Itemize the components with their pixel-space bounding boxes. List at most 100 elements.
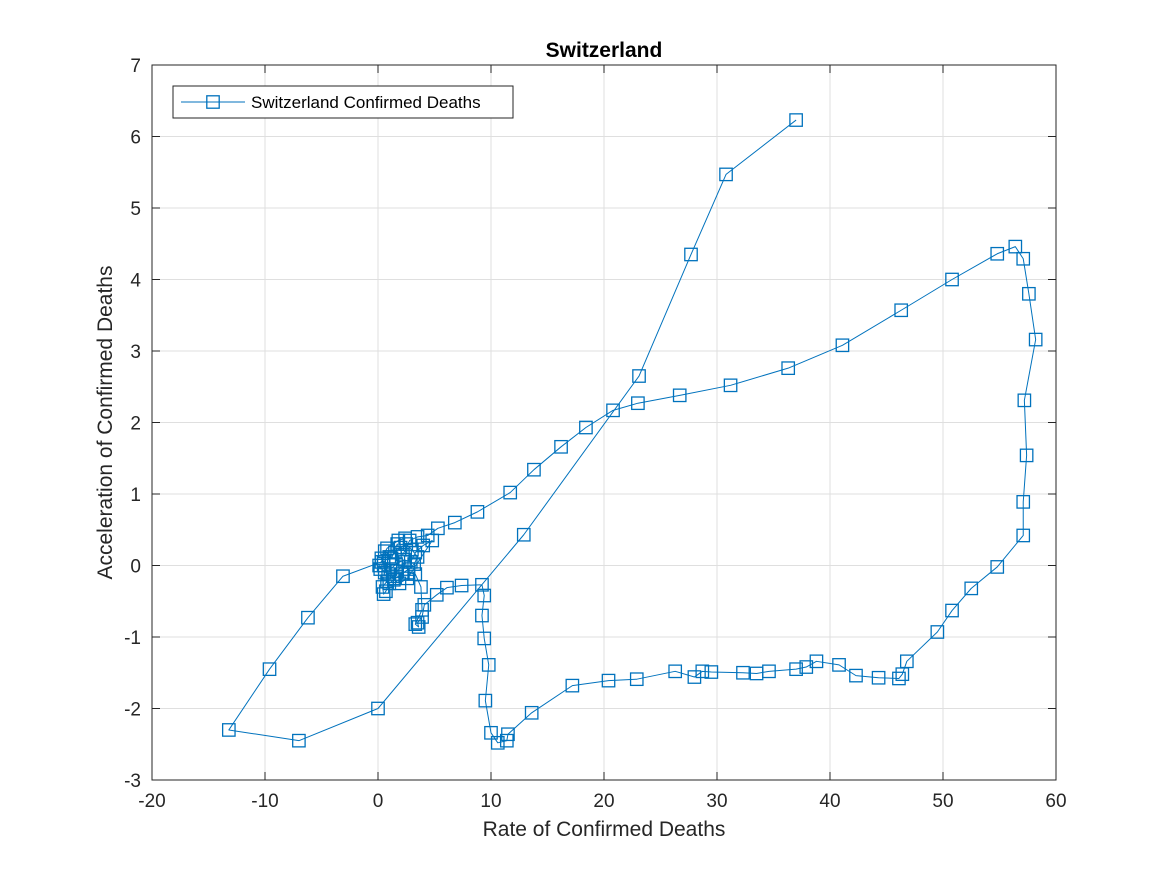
data-point-marker [420,528,435,543]
data-point-marker [704,665,719,679]
data-point-marker [336,569,350,584]
y-tick-label: -3 [124,771,141,792]
data-point-marker [990,560,1005,574]
data-point-marker [835,338,850,353]
y-tick-label: 2 [130,414,141,435]
data-point-marker [990,246,1005,261]
x-tick-label: 10 [480,791,501,812]
y-tick-label: 1 [130,485,141,506]
y-tick-label: 0 [130,557,141,578]
data-point-marker [606,403,620,418]
data-point-marker [789,662,803,677]
data-point-marker [407,557,422,571]
x-tick-label: 0 [373,791,384,812]
series-layer [221,113,1043,750]
data-point-marker [376,558,391,573]
data-point-marker [1028,332,1043,347]
data-point-marker [1016,495,1031,509]
data-point-marker [379,584,393,599]
legend: Switzerland Confirmed Deaths [172,85,514,119]
data-point-marker [1022,286,1036,301]
data-point-marker [554,439,568,454]
data-point-marker [262,662,277,677]
data-point-marker [371,701,385,716]
y-tick-label: -1 [124,628,141,649]
data-point-marker [527,462,541,477]
data-point-marker [1016,528,1031,543]
axes-frame [151,64,1057,781]
data-point-marker [749,666,764,681]
data-point-marker [1008,239,1023,254]
data-point-marker [481,658,496,672]
data-point-marker [781,361,796,376]
legend-entry-label: Switzerland Confirmed Deaths [251,93,481,112]
data-point-marker [470,505,485,519]
data-point-marker [1016,251,1031,266]
y-tick-label: 4 [130,271,141,292]
y-axis-label: Acceleration of Confirmed Deaths [94,266,117,580]
data-point-marker [736,665,750,680]
data-point-marker [849,668,863,683]
data-point-marker [398,531,412,546]
data-point-marker [672,388,687,403]
legend-marker-square [206,95,220,109]
data-point-marker [631,396,645,411]
data-point-marker [601,673,616,688]
data-point-marker [892,671,906,686]
x-tick-label: 50 [932,791,953,812]
x-tick-label: -20 [138,791,165,812]
x-tick-label: -10 [251,791,278,812]
data-point-marker [408,617,423,631]
data-point-marker [632,369,646,383]
data-point-marker [425,533,440,548]
data-point-marker [964,581,979,596]
grid-lines [151,64,1057,781]
data-point-marker [945,603,959,618]
data-point-marker [579,420,593,435]
x-tick-label: 30 [706,791,727,812]
y-tick-label: 3 [130,342,141,363]
y-tick-label: -2 [124,700,141,721]
data-point-marker [895,667,910,682]
data-point-marker [684,247,698,262]
data-point-marker [429,587,444,602]
data-point-marker [789,113,803,127]
y-tick-label: 5 [130,199,141,220]
data-point-marker [478,693,493,708]
data-point-marker [454,578,469,593]
x-tick-label: 40 [819,791,840,812]
data-point-marker [565,678,580,693]
data-point-marker [871,670,886,685]
data-point-marker [400,571,415,586]
data-point-marker [687,670,702,684]
data-point-marker [477,588,492,603]
data-point-marker [416,538,431,553]
data-point-marker [411,620,426,634]
data-point-marker [221,723,236,737]
data-point-marker [930,625,945,639]
y-tick-label: 6 [130,128,141,149]
data-point-marker [1019,448,1034,463]
data-point-marker [499,733,514,748]
data-point-marker [503,485,518,500]
data-point-marker [381,567,396,581]
data-point-marker [723,378,738,393]
y-tick-label: 7 [130,56,141,77]
data-point-marker [447,515,462,530]
data-point-marker [629,672,644,687]
data-point-marker [380,541,394,556]
data-point-marker [475,608,489,623]
data-point-marker [373,562,388,576]
data-point-marker [301,610,315,625]
data-point-marker [516,527,531,542]
data-point-marker [403,555,418,569]
data-point-marker [475,577,489,592]
chart-title: Switzerland [546,39,663,62]
data-point-marker [524,705,539,720]
data-point-marker [894,303,909,318]
data-point-marker [1017,393,1032,408]
x-tick-label: 60 [1045,791,1066,812]
